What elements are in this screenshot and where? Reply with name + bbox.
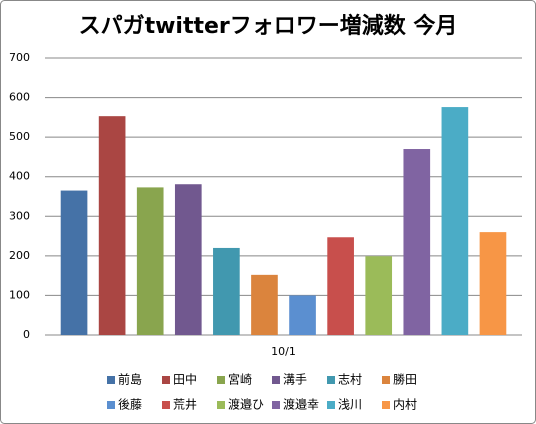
bar: [327, 237, 354, 335]
y-tick-label: 0: [23, 328, 30, 341]
legend-label: 田中: [173, 372, 197, 387]
legend-swatch: [382, 401, 390, 409]
y-tick-label: 300: [9, 209, 30, 222]
legend-label: 前島: [118, 372, 142, 387]
legend-swatch: [107, 401, 115, 409]
legend-label: 渡邉ひ: [228, 397, 264, 412]
y-tick-label: 100: [9, 288, 30, 301]
bar: [403, 149, 431, 335]
legend-swatch: [272, 376, 280, 384]
legend-label: 荒井: [173, 398, 197, 412]
legend-swatch: [327, 401, 335, 409]
bar: [479, 232, 507, 335]
legend-label: 宮崎: [228, 372, 252, 387]
legend-swatch: [107, 376, 115, 384]
legend-label: 後藤: [118, 398, 142, 412]
y-tick-label: 200: [9, 249, 30, 262]
legend-label: 渡邉幸: [283, 397, 319, 412]
legend-label: 勝田: [393, 372, 417, 387]
legend-label: 志村: [338, 373, 362, 387]
x-tick-label: 10/1: [271, 345, 296, 358]
bar: [98, 116, 126, 335]
legend-label: 溝手: [283, 373, 307, 387]
bar: [136, 187, 164, 335]
chart-title: スパガtwitterフォロワー増減数 今月: [79, 13, 458, 39]
y-tick-label: 400: [9, 170, 30, 183]
legend-swatch: [217, 401, 225, 409]
bar: [213, 247, 240, 335]
legend-label: 内村: [393, 398, 417, 412]
legend-swatch: [272, 401, 280, 409]
legend-swatch: [162, 376, 170, 384]
bar: [251, 274, 278, 335]
legend-swatch: [382, 376, 390, 384]
bar: [441, 107, 469, 335]
y-tick-label: 500: [9, 130, 30, 143]
bar: [365, 256, 393, 335]
legend-swatch: [217, 376, 225, 384]
legend-swatch: [327, 376, 335, 384]
legend-swatch: [162, 401, 170, 409]
y-tick-label: 600: [9, 91, 30, 104]
bar: [289, 295, 316, 335]
legend-label: 浅川: [338, 398, 362, 412]
y-tick-label: 700: [9, 51, 30, 64]
bar: [60, 190, 88, 335]
bar: [174, 184, 202, 335]
